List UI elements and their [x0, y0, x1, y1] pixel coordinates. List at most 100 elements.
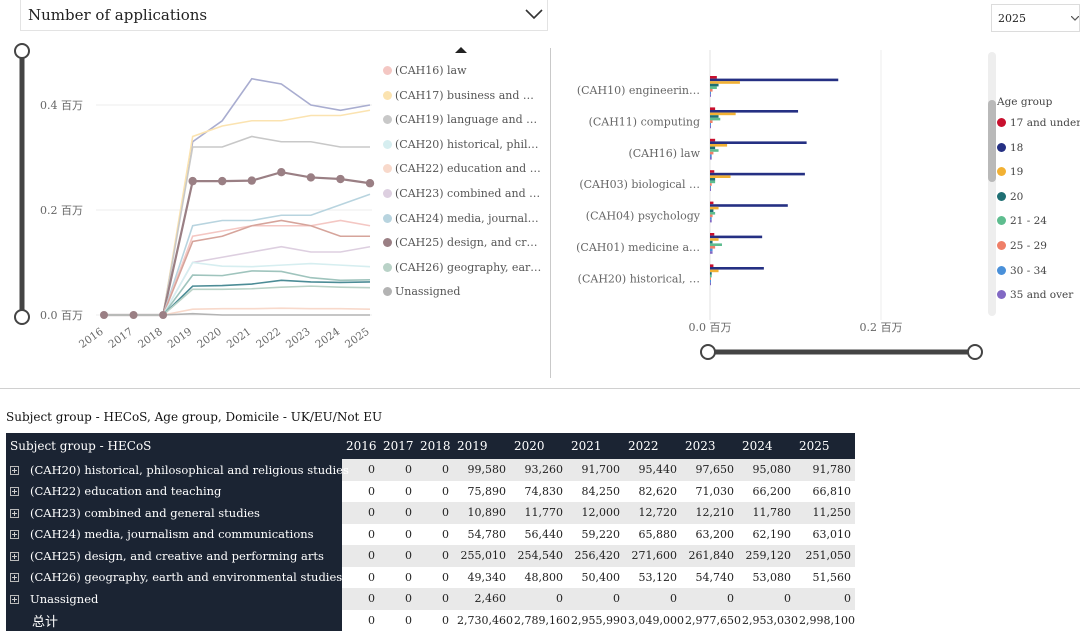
bar[interactable] — [710, 154, 712, 157]
bar[interactable] — [710, 123, 711, 126]
age-legend-item[interactable]: 35 and over — [997, 289, 1073, 301]
bar[interactable] — [710, 117, 721, 121]
matrix-column-header[interactable]: 2018 — [416, 433, 453, 459]
bar[interactable] — [710, 280, 711, 283]
bar[interactable] — [710, 214, 713, 218]
x-range-slider-handle-left[interactable] — [700, 344, 716, 360]
expand-icon[interactable] — [10, 508, 19, 518]
matrix-column-header[interactable]: 2023 — [681, 433, 738, 459]
line-series-6[interactable] — [104, 219, 370, 316]
bar[interactable] — [710, 282, 711, 286]
matrix-column-header[interactable]: 2025 — [795, 433, 855, 459]
bar[interactable] — [710, 112, 736, 116]
bar[interactable] — [710, 91, 711, 95]
line-point[interactable] — [129, 311, 138, 319]
line-point[interactable] — [247, 176, 256, 185]
subject-legend-item[interactable]: (CAH20) historical, phil… — [383, 138, 539, 151]
bar[interactable] — [710, 267, 764, 270]
line-point[interactable] — [159, 311, 168, 319]
matrix-column-header[interactable]: 2016 — [342, 433, 379, 459]
bar[interactable] — [710, 94, 711, 97]
bar[interactable] — [710, 141, 807, 144]
age-legend-item[interactable]: 20 — [997, 191, 1023, 203]
subject-legend-item[interactable]: (CAH17) business and … — [383, 89, 534, 102]
bar[interactable] — [710, 206, 719, 210]
bar[interactable] — [710, 110, 799, 113]
expand-icon[interactable] — [10, 594, 19, 604]
line-point[interactable] — [188, 176, 197, 186]
bar[interactable] — [710, 235, 763, 239]
expand-icon[interactable] — [10, 530, 19, 540]
bar[interactable] — [710, 138, 716, 142]
bar[interactable] — [710, 149, 719, 152]
bar[interactable] — [710, 246, 716, 249]
y-range-slider-handle-bottom[interactable] — [14, 309, 30, 325]
bar[interactable] — [710, 146, 716, 150]
bar[interactable] — [710, 107, 716, 110]
bar[interactable] — [710, 264, 714, 267]
line-series-5[interactable] — [104, 219, 371, 316]
bar[interactable] — [710, 188, 711, 191]
expand-icon[interactable] — [10, 551, 19, 561]
age-legend-item[interactable]: 17 and under — [997, 117, 1080, 129]
legend-scroll-up-icon[interactable] — [455, 46, 467, 54]
line-point[interactable] — [306, 173, 316, 182]
bar[interactable] — [710, 185, 711, 189]
bar[interactable] — [710, 170, 715, 173]
bar[interactable] — [710, 172, 805, 176]
bar[interactable] — [710, 86, 717, 89]
bar[interactable] — [710, 212, 716, 215]
bar[interactable] — [710, 277, 711, 280]
bar[interactable] — [710, 233, 715, 236]
bar[interactable] — [710, 144, 728, 147]
line-point[interactable] — [365, 179, 375, 188]
line-series-13[interactable] — [104, 312, 370, 316]
matrix-column-header[interactable]: 2022 — [624, 433, 681, 459]
subject-legend-item[interactable]: (CAH23) combined and … — [383, 187, 540, 200]
matrix-column-header[interactable]: 2017 — [379, 433, 416, 459]
bar[interactable] — [710, 272, 712, 275]
legend-scrollbar[interactable] — [988, 52, 996, 316]
bar[interactable] — [710, 269, 719, 273]
line-series-3[interactable] — [104, 171, 371, 317]
legend-scrollbar-thumb[interactable] — [988, 100, 996, 182]
bar[interactable] — [710, 120, 713, 123]
bar[interactable] — [710, 81, 740, 84]
line-point[interactable] — [100, 311, 108, 319]
age-legend-item[interactable]: 18 — [997, 142, 1023, 154]
subject-legend-item[interactable]: (CAH25) design, and cr… — [383, 236, 537, 249]
bar[interactable] — [710, 83, 719, 87]
subject-legend-item[interactable]: (CAH26) geography, ear… — [383, 261, 541, 274]
subject-legend-item[interactable]: (CAH19) language and … — [383, 113, 537, 126]
bar[interactable] — [710, 240, 713, 244]
expand-icon[interactable] — [10, 487, 19, 497]
bar[interactable] — [710, 175, 731, 178]
line-point[interactable] — [336, 174, 345, 184]
bar[interactable] — [710, 238, 719, 241]
x-range-slider-handle-right[interactable] — [967, 344, 983, 360]
bar[interactable] — [710, 157, 712, 160]
subject-legend-item[interactable]: Unassigned — [383, 285, 460, 298]
bar[interactable] — [710, 219, 712, 223]
bar[interactable] — [710, 209, 714, 212]
bar[interactable] — [710, 115, 719, 118]
expand-icon[interactable] — [10, 465, 19, 475]
year-filter[interactable]: 2025 — [991, 4, 1080, 32]
age-legend-item[interactable]: 19 — [997, 166, 1023, 178]
matrix-column-header[interactable]: 2020 — [510, 433, 567, 459]
age-legend-item[interactable]: 30 - 34 — [997, 265, 1047, 277]
line-point[interactable] — [218, 176, 227, 186]
line-series-7[interactable] — [104, 245, 371, 316]
bar[interactable] — [710, 76, 717, 79]
subject-legend-item[interactable]: (CAH16) law — [383, 64, 467, 77]
bar[interactable] — [710, 151, 714, 155]
y-range-slider-handle-top[interactable] — [14, 43, 30, 59]
matrix-column-header[interactable]: 2024 — [738, 433, 795, 459]
subject-legend-item[interactable]: (CAH22) education and … — [383, 162, 541, 175]
matrix-column-header[interactable]: 2019 — [453, 433, 510, 459]
subject-legend-item[interactable]: (CAH24) media, journal… — [383, 212, 539, 225]
line-point[interactable] — [277, 168, 286, 177]
bar[interactable] — [710, 243, 722, 246]
bar[interactable] — [710, 248, 713, 252]
age-legend-item[interactable]: 21 - 24 — [997, 215, 1047, 227]
